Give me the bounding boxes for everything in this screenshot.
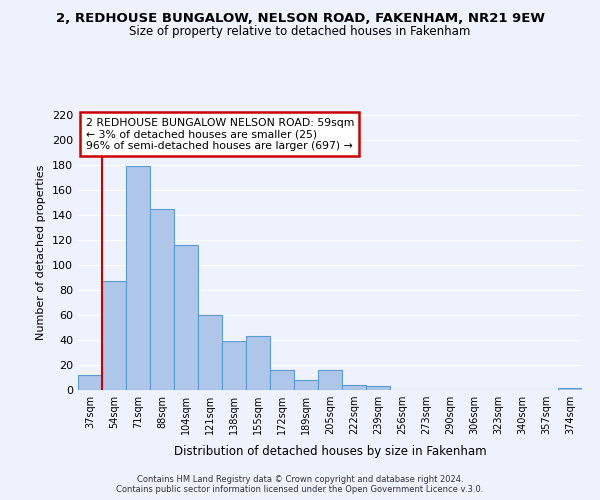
Text: Size of property relative to detached houses in Fakenham: Size of property relative to detached ho… [130,25,470,38]
Bar [126,166,150,390]
Bar [318,370,342,390]
Bar [270,370,294,390]
Bar [174,245,198,390]
X-axis label: Distribution of detached houses by size in Fakenham: Distribution of detached houses by size … [173,446,487,458]
Bar [294,380,318,390]
Text: 2 REDHOUSE BUNGALOW NELSON ROAD: 59sqm
← 3% of detached houses are smaller (25)
: 2 REDHOUSE BUNGALOW NELSON ROAD: 59sqm ←… [86,118,354,151]
Bar [78,375,102,390]
Bar [342,385,366,390]
Bar [198,315,222,390]
Bar [222,341,246,390]
Bar [102,281,126,390]
Bar [558,388,582,390]
Bar [366,386,390,390]
Text: Contains HM Land Registry data © Crown copyright and database right 2024.
Contai: Contains HM Land Registry data © Crown c… [116,474,484,494]
Text: 2, REDHOUSE BUNGALOW, NELSON ROAD, FAKENHAM, NR21 9EW: 2, REDHOUSE BUNGALOW, NELSON ROAD, FAKEN… [56,12,545,26]
Y-axis label: Number of detached properties: Number of detached properties [37,165,46,340]
Bar [150,209,174,390]
Bar [246,336,270,390]
